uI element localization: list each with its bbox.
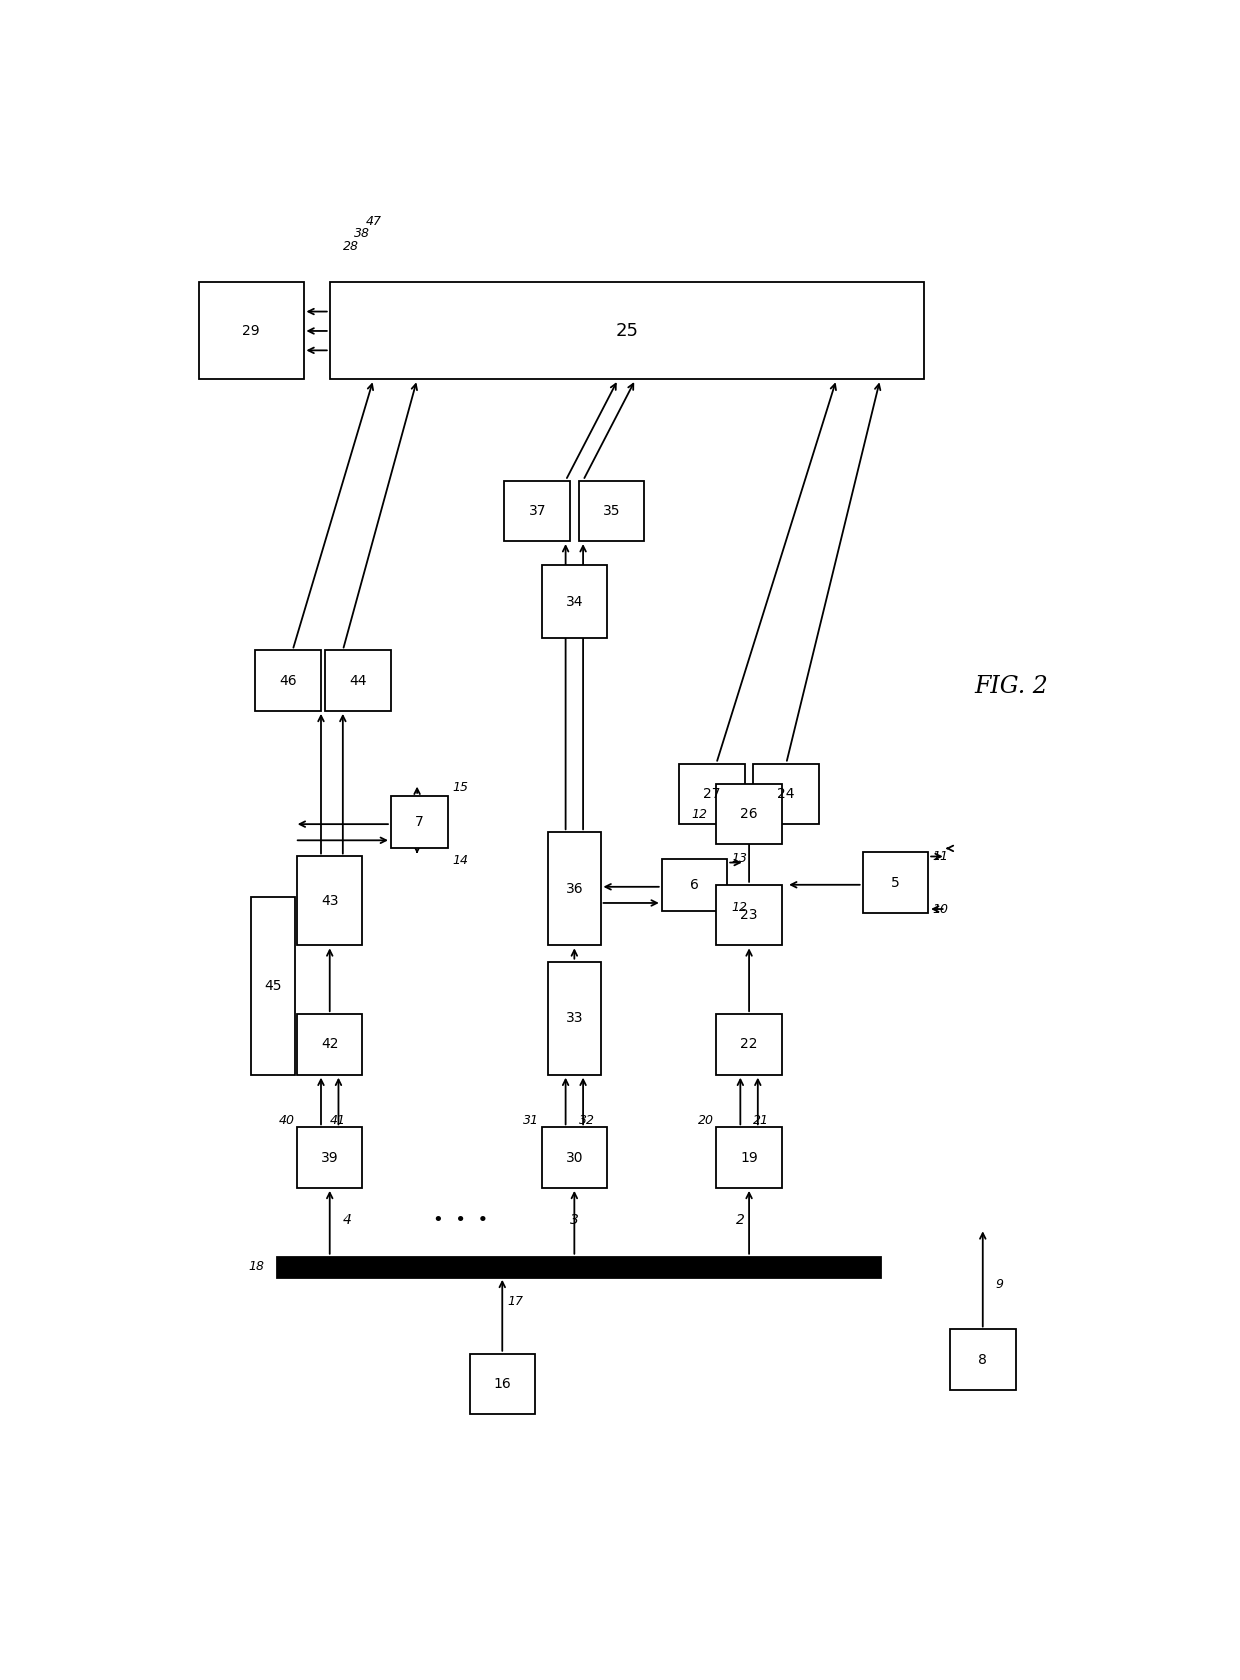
Text: 33: 33 xyxy=(565,1011,583,1025)
Bar xyxy=(542,1127,608,1188)
Text: 46: 46 xyxy=(279,674,298,687)
Text: 45: 45 xyxy=(264,979,281,993)
Text: 39: 39 xyxy=(321,1151,339,1164)
Bar xyxy=(950,1329,1016,1389)
Bar xyxy=(330,282,924,380)
Bar xyxy=(470,1354,534,1415)
Text: 44: 44 xyxy=(350,674,367,687)
Text: 3: 3 xyxy=(570,1213,579,1228)
Text: 27: 27 xyxy=(703,786,720,801)
Text: 4: 4 xyxy=(342,1213,352,1228)
Text: 18: 18 xyxy=(248,1260,264,1273)
Bar xyxy=(198,282,304,380)
Bar xyxy=(548,832,600,946)
Text: •  •  •: • • • xyxy=(433,1211,489,1230)
Bar xyxy=(548,961,600,1075)
Text: 42: 42 xyxy=(321,1038,339,1052)
Bar xyxy=(754,763,818,825)
Text: 17: 17 xyxy=(507,1295,523,1307)
Text: FIG. 2: FIG. 2 xyxy=(975,675,1048,699)
Bar xyxy=(662,858,727,911)
Bar xyxy=(250,897,295,1075)
Text: 22: 22 xyxy=(740,1038,758,1052)
Text: 36: 36 xyxy=(565,882,583,895)
Text: 10: 10 xyxy=(932,902,949,916)
Text: 9: 9 xyxy=(996,1278,1004,1292)
Bar xyxy=(296,1127,362,1188)
Text: 20: 20 xyxy=(698,1114,714,1127)
Bar xyxy=(542,566,608,638)
Text: 35: 35 xyxy=(603,504,620,517)
Text: 32: 32 xyxy=(579,1114,595,1127)
Bar xyxy=(296,1015,362,1075)
Bar xyxy=(505,480,570,541)
Bar xyxy=(863,852,929,912)
Text: 13: 13 xyxy=(732,852,748,865)
Text: 5: 5 xyxy=(892,875,900,890)
Text: 41: 41 xyxy=(330,1114,346,1127)
Text: 6: 6 xyxy=(689,877,699,892)
Text: 2: 2 xyxy=(735,1213,745,1228)
Text: 24: 24 xyxy=(777,786,795,801)
Text: 31: 31 xyxy=(523,1114,539,1127)
Text: 8: 8 xyxy=(978,1352,987,1368)
Text: 25: 25 xyxy=(615,323,639,339)
Text: 11: 11 xyxy=(932,850,949,864)
Text: 21: 21 xyxy=(754,1114,770,1127)
Text: 47: 47 xyxy=(366,215,382,228)
Bar xyxy=(278,1257,880,1277)
Text: 12: 12 xyxy=(732,900,748,914)
Bar xyxy=(255,650,321,711)
Text: 16: 16 xyxy=(494,1378,511,1391)
Text: 19: 19 xyxy=(740,1151,758,1164)
Text: 28: 28 xyxy=(342,240,358,252)
Bar xyxy=(325,650,391,711)
Text: 14: 14 xyxy=(453,853,467,867)
Bar xyxy=(717,885,782,946)
Bar xyxy=(717,783,782,845)
Text: 34: 34 xyxy=(565,595,583,608)
Bar xyxy=(579,480,645,541)
Bar xyxy=(717,1015,782,1075)
Text: 38: 38 xyxy=(355,227,371,240)
Bar xyxy=(391,796,448,848)
Text: 43: 43 xyxy=(321,894,339,907)
Bar xyxy=(296,857,362,946)
Text: 40: 40 xyxy=(278,1114,294,1127)
Bar xyxy=(717,1127,782,1188)
Text: 12: 12 xyxy=(692,808,708,820)
Text: 30: 30 xyxy=(565,1151,583,1164)
Text: 15: 15 xyxy=(453,781,467,795)
Text: 29: 29 xyxy=(242,324,260,338)
Text: 7: 7 xyxy=(415,815,424,830)
Bar xyxy=(680,763,745,825)
Text: 23: 23 xyxy=(740,909,758,922)
Text: 37: 37 xyxy=(528,504,546,517)
Text: 26: 26 xyxy=(740,806,758,822)
